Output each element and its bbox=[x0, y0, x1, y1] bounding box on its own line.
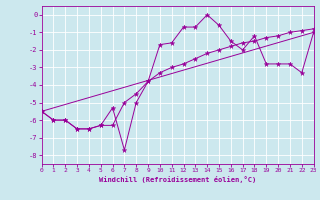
X-axis label: Windchill (Refroidissement éolien,°C): Windchill (Refroidissement éolien,°C) bbox=[99, 176, 256, 183]
